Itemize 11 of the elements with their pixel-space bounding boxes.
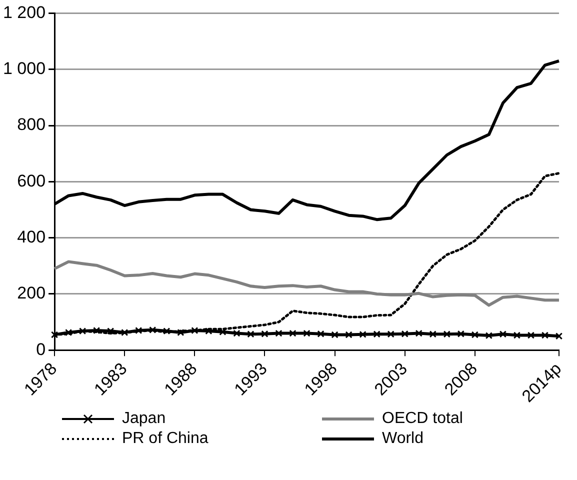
legend-label: OECD total (382, 410, 463, 428)
legend-label: Japan (122, 410, 166, 428)
y-tick-label: 200 (17, 284, 46, 303)
y-tick-label: 600 (17, 171, 46, 190)
y-tick-label: 400 (17, 228, 46, 247)
y-tick-label: 1 000 (2, 59, 46, 78)
y-tick-label: 0 (36, 340, 46, 359)
legend-label: World (382, 430, 424, 448)
y-tick-label: 1 200 (2, 2, 46, 22)
y-tick-label: 800 (17, 115, 46, 134)
legend-label: PR of China (122, 430, 208, 448)
